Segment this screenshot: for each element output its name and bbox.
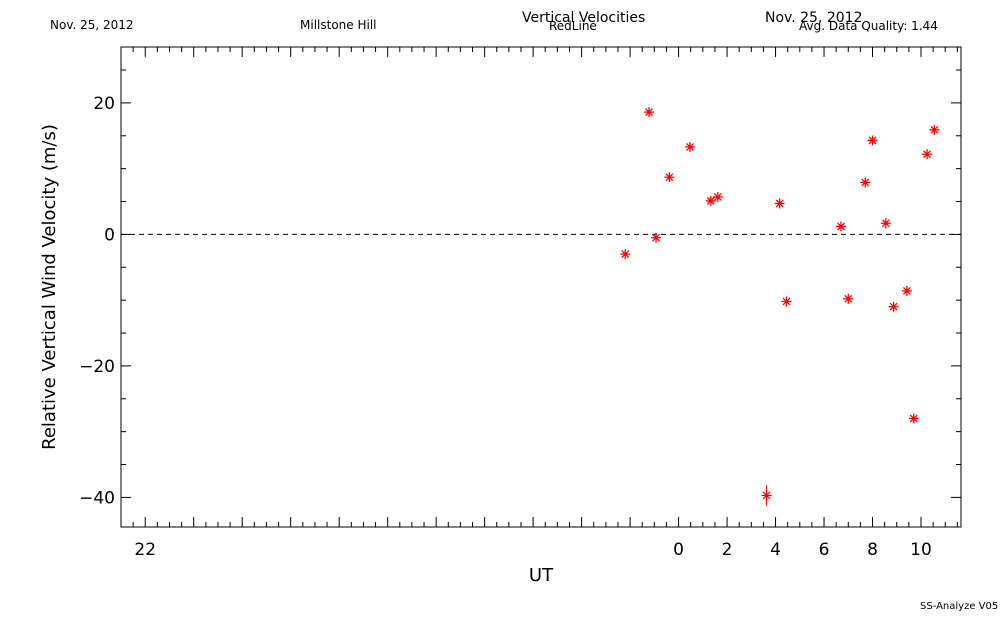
- x-tick-label: 2: [722, 540, 733, 560]
- x-tick-label: 0: [673, 540, 684, 560]
- data-point: [664, 172, 675, 183]
- data-point: [712, 191, 723, 202]
- chart-title: Vertical Velocities: [522, 10, 646, 26]
- marker-stroke: [868, 136, 877, 145]
- marker-stroke: [923, 150, 932, 159]
- data-point: [644, 107, 654, 118]
- data-point: [651, 232, 662, 243]
- marker-stroke: [621, 250, 630, 259]
- data-point: [901, 285, 912, 296]
- x-axis-label: UT: [529, 565, 554, 586]
- data-point: [867, 135, 878, 146]
- marker-stroke: [909, 414, 918, 423]
- data-point: [888, 301, 899, 312]
- version-label: SS-Analyze V05: [920, 601, 999, 612]
- chart-subtitle: RedLine: [549, 19, 597, 33]
- x-tick-label: 6: [819, 540, 830, 560]
- data-point: [922, 149, 933, 160]
- date-right-label: Nov. 25, 2012: [765, 10, 863, 26]
- x-tick-labels: 22 0 2 4 6 8 10: [134, 540, 931, 560]
- marker-stroke: [902, 286, 911, 295]
- y-tick-label: −40: [79, 488, 115, 508]
- marker-stroke: [861, 178, 870, 187]
- plot-frame: [120, 46, 962, 528]
- x-tick-label: 4: [770, 540, 781, 560]
- marker-stroke: [665, 173, 674, 182]
- marker-stroke: [930, 125, 939, 134]
- y-tick-labels: 20 0 −20 −40: [79, 94, 115, 509]
- data-point: [908, 413, 919, 424]
- data-point: [929, 124, 940, 135]
- data-point: [774, 198, 785, 209]
- data-point: [860, 177, 871, 188]
- x-tick-label: 10: [910, 540, 932, 560]
- data-point: [836, 221, 846, 232]
- marker-stroke: [686, 142, 694, 151]
- data-point: [761, 484, 772, 506]
- marker-stroke: [652, 233, 660, 242]
- marker-stroke: [645, 108, 653, 117]
- data-point: [880, 218, 891, 229]
- site-label: Millstone Hill: [300, 18, 377, 32]
- marker-stroke: [889, 302, 898, 311]
- marker-stroke: [844, 294, 853, 303]
- y-tick-label: 0: [104, 225, 115, 245]
- marker-stroke: [881, 219, 890, 228]
- marker-stroke: [713, 192, 722, 201]
- data-point: [620, 249, 631, 260]
- data-point: [843, 293, 854, 304]
- data-quality-label: Avg. Data Quality: 1.44: [799, 19, 938, 33]
- x-tick-label: 22: [134, 540, 156, 560]
- data-point: [705, 195, 716, 206]
- axis-ticks: [120, 47, 961, 527]
- y-axis-label: Relative Vertical Wind Velocity (m/s): [39, 124, 60, 450]
- data-point: [781, 296, 792, 307]
- marker-stroke: [775, 199, 784, 208]
- marker-stroke: [782, 297, 791, 306]
- data-points: [620, 107, 940, 506]
- marker-stroke: [706, 196, 715, 205]
- date-left-label: Nov. 25, 2012: [50, 18, 134, 32]
- data-point: [684, 141, 695, 152]
- marker-stroke: [837, 222, 845, 231]
- y-tick-label: −20: [79, 357, 115, 377]
- y-tick-label: 20: [93, 94, 115, 114]
- x-tick-label: 8: [867, 540, 878, 560]
